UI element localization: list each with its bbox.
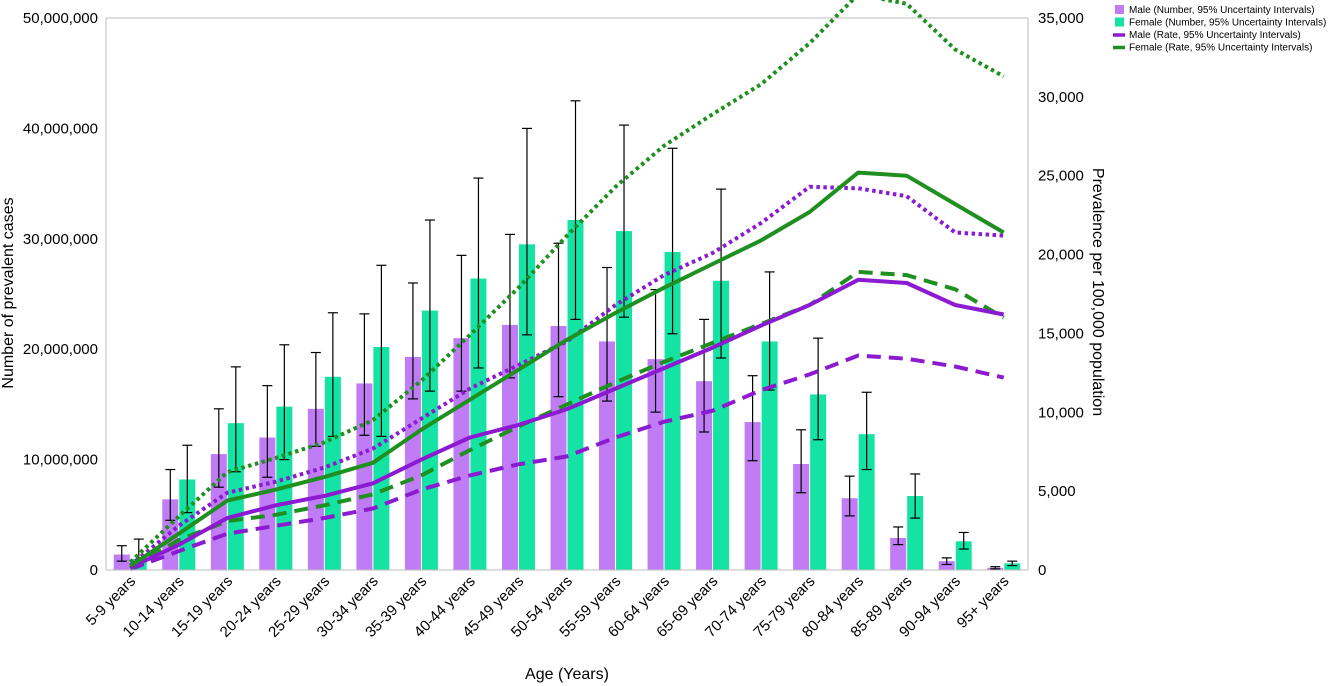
- error-bars-layer: [116, 100, 1018, 570]
- rate-lines-layer: [128, 0, 1005, 572]
- y2-tick-label: 0: [1038, 562, 1046, 579]
- female-bar: [1004, 563, 1021, 570]
- male-bar: [259, 437, 276, 570]
- female-bar: [907, 496, 924, 570]
- legend-swatch-bar: [1115, 17, 1124, 27]
- y2-axis-title: Prevalence per 100,000 population: [1089, 168, 1106, 416]
- y-tick-label: 50,000,000: [23, 10, 98, 27]
- female-bar: [761, 341, 778, 570]
- y2-tick-label: 25,000: [1038, 168, 1084, 185]
- female-bar: [616, 231, 633, 570]
- legend-label: Male (Rate, 95% Uncertainty Intervals): [1129, 30, 1301, 41]
- legend-label: Female (Number, 95% Uncertainty Interval…: [1129, 18, 1326, 29]
- female-bar: [567, 220, 584, 571]
- y-tick-label: 10,000,000: [23, 452, 98, 469]
- male-bar: [696, 381, 713, 570]
- legend: Male (Number, 95% Uncertainty Intervals)…: [1113, 5, 1326, 54]
- female-rate-line: [129, 170, 1005, 568]
- female-bar: [421, 310, 438, 570]
- female-rate-lower-line: [129, 269, 1005, 571]
- y-axis-title: Number of prevalent cases: [0, 197, 17, 388]
- y2-tick-label: 20,000: [1038, 247, 1084, 264]
- male-bar: [501, 324, 518, 570]
- female-bar: [810, 394, 827, 570]
- female-bar: [518, 244, 535, 570]
- legend-label: Male (Number, 95% Uncertainty Intervals): [1129, 5, 1315, 16]
- female-bar: [858, 434, 875, 570]
- male-bar: [210, 454, 227, 570]
- y2-tick-label: 35,000: [1038, 10, 1084, 27]
- female-bar: [713, 280, 730, 570]
- male-bar: [113, 554, 130, 570]
- x-tick-label: 95+ years: [954, 573, 1013, 632]
- male-bar: [890, 537, 907, 570]
- y2-tick-label: 30,000: [1038, 89, 1084, 106]
- legend-swatch-bar: [1115, 5, 1124, 14]
- male-bar: [307, 408, 324, 570]
- y2-tick-label: 10,000: [1038, 404, 1084, 421]
- y2-tick-label: 5,000: [1038, 483, 1076, 500]
- y2-tick-label: 15,000: [1038, 325, 1084, 342]
- x-axis-title: Age (Years): [525, 666, 609, 683]
- male-bar: [550, 326, 567, 570]
- y-tick-label: 30,000,000: [23, 231, 98, 248]
- y-tick-label: 40,000,000: [23, 120, 98, 137]
- female-bar: [664, 252, 681, 570]
- male-rate-upper-line: [129, 184, 1004, 567]
- legend-label: Female (Rate, 95% Uncertainty Intervals): [1129, 43, 1312, 54]
- male-rate-line: [129, 277, 1005, 570]
- male-bar: [938, 561, 955, 570]
- bars-layer: [113, 220, 1021, 571]
- male-bar: [793, 464, 810, 570]
- male-bar: [599, 341, 616, 570]
- female-bar: [470, 278, 487, 570]
- female-rate-upper-line: [128, 0, 1005, 564]
- male-bar: [744, 422, 761, 570]
- male-rate-lower-line: [129, 353, 1005, 572]
- y-tick-label: 20,000,000: [23, 341, 98, 358]
- y-tick-label: 0: [90, 562, 98, 579]
- male-bar: [356, 383, 373, 570]
